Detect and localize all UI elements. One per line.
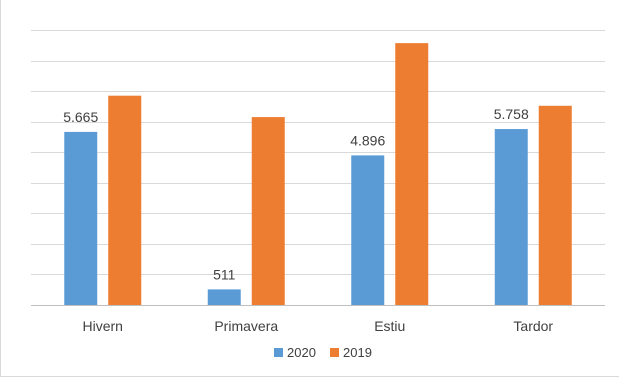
bar-2019-hivern bbox=[108, 95, 142, 305]
data-label-2020-tardor: 5.758 bbox=[494, 106, 529, 122]
data-label-2020-estiu: 4.896 bbox=[350, 132, 385, 148]
legend-label-2020: 2020 bbox=[287, 345, 316, 360]
bars bbox=[64, 43, 572, 306]
bar-2019-tardor bbox=[538, 105, 572, 306]
bar-2019-primavera bbox=[251, 117, 285, 305]
data-labels: 5.665 511 4.896 5.758 bbox=[63, 106, 529, 282]
bar-2019-estiu bbox=[395, 43, 429, 306]
bar-2020-primavera bbox=[207, 289, 241, 305]
category-label-tardor: Tardor bbox=[513, 318, 553, 334]
bar-2020-tardor bbox=[494, 129, 528, 305]
category-axis: Hivern Primavera Estiu Tardor bbox=[31, 305, 605, 334]
data-label-2020-hivern: 5.665 bbox=[63, 109, 98, 125]
category-label-primavera: Primavera bbox=[214, 318, 278, 334]
data-label-2020-primavera: 511 bbox=[213, 266, 236, 282]
legend-swatch-2019 bbox=[330, 348, 339, 357]
bar-2020-hivern bbox=[64, 131, 98, 305]
legend-swatch-2020 bbox=[274, 348, 283, 357]
legend-label-2019: 2019 bbox=[343, 345, 372, 360]
category-label-estiu: Estiu bbox=[374, 318, 405, 334]
category-label-hivern: Hivern bbox=[83, 318, 123, 334]
bar-2020-estiu bbox=[351, 155, 385, 305]
legend: 2020 2019 bbox=[274, 345, 372, 360]
